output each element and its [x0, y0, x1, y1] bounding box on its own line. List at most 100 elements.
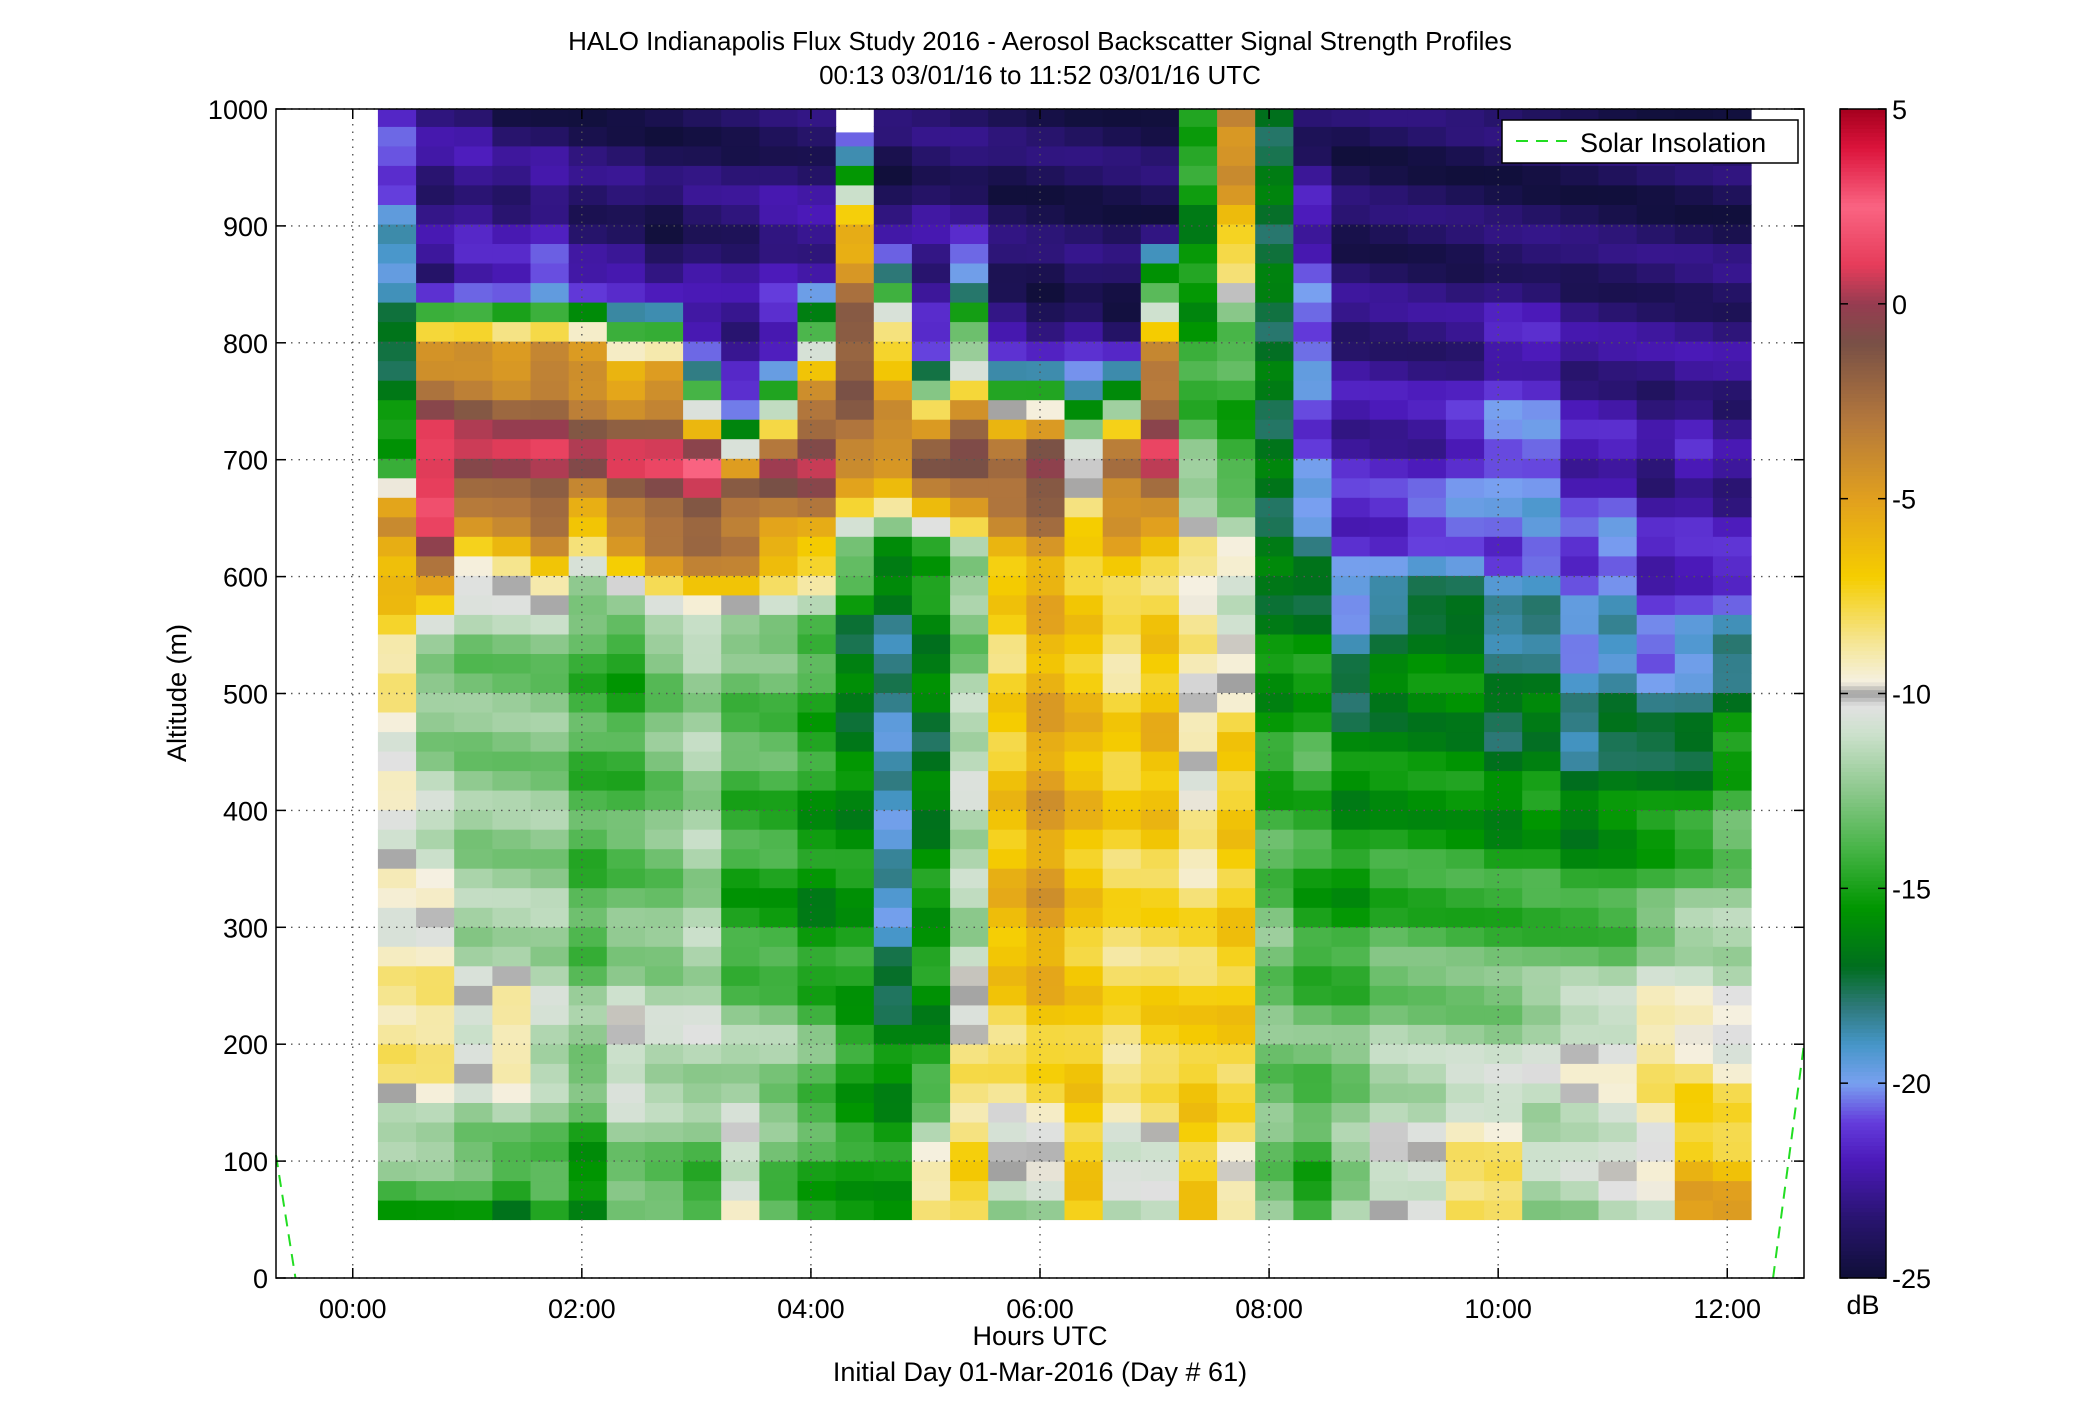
heatmap-cell	[1712, 790, 1752, 811]
heatmap-cell	[1712, 1141, 1752, 1162]
heatmap-cell	[797, 1121, 837, 1142]
heatmap-cell	[759, 946, 799, 967]
heatmap-cell	[721, 712, 760, 733]
heatmap-cell	[568, 633, 608, 654]
heatmap-cell	[1445, 516, 1485, 537]
heatmap-cell	[1102, 1121, 1142, 1142]
heatmap-cell	[911, 1004, 951, 1025]
heatmap-cell	[1369, 477, 1409, 498]
heatmap-cell	[1484, 868, 1523, 889]
heatmap-cell	[683, 1082, 722, 1103]
heatmap-cell	[911, 126, 951, 147]
heatmap-cell	[1407, 497, 1447, 518]
heatmap-cell	[1369, 712, 1409, 733]
heatmap-cell	[1636, 1102, 1676, 1123]
heatmap-cell	[911, 868, 951, 889]
heatmap-cell	[1217, 555, 1256, 576]
heatmap-cell	[1026, 399, 1066, 420]
heatmap-cell	[530, 633, 570, 654]
colorbar-segment	[1840, 424, 1886, 430]
heatmap-cell	[1712, 1121, 1752, 1142]
colorbar-segment	[1840, 849, 1886, 854]
colorbar-segment	[1840, 319, 1886, 324]
heatmap-cell	[1522, 731, 1561, 752]
heatmap-cell	[1293, 1102, 1333, 1123]
heatmap-cell	[377, 1004, 417, 1025]
heatmap-cell	[492, 751, 532, 772]
heatmap-cell	[1293, 341, 1333, 362]
heatmap-cell	[1102, 751, 1142, 772]
heatmap-cell	[606, 1004, 646, 1025]
heatmap-cell	[1140, 653, 1180, 674]
heatmap-cell	[377, 1200, 417, 1221]
heatmap-cell	[797, 204, 837, 225]
heatmap-cell	[911, 399, 951, 420]
colorbar-segment	[1840, 798, 1886, 804]
heatmap-cell	[988, 829, 1027, 850]
heatmap-cell	[950, 594, 989, 615]
heatmap-cell	[759, 653, 799, 674]
heatmap-cell	[1560, 965, 1600, 986]
heatmap-cell	[1331, 477, 1371, 498]
solar-insolation-line-left	[275, 1155, 297, 1279]
heatmap-cell	[1484, 516, 1523, 537]
heatmap-cell	[1293, 1082, 1333, 1103]
heatmap-cell	[492, 477, 532, 498]
heatmap-cell	[911, 109, 951, 127]
heatmap-cell	[1369, 1200, 1409, 1221]
heatmap-cell	[416, 848, 455, 869]
heatmap-cell	[1255, 1180, 1294, 1201]
heatmap-cell	[1102, 282, 1142, 303]
colorbar-segment	[1840, 806, 1886, 811]
heatmap-cell	[1217, 1024, 1256, 1045]
heatmap-cell	[721, 458, 760, 479]
heatmap-cell	[835, 321, 875, 342]
heatmap-cell	[873, 1043, 913, 1064]
heatmap-cell	[1026, 1180, 1066, 1201]
heatmap-cell	[835, 594, 875, 615]
heatmap-cell	[377, 575, 417, 596]
colorbar-segment	[1840, 1094, 1886, 1100]
colorbar-segment	[1840, 401, 1886, 406]
heatmap-cell	[835, 497, 875, 518]
heatmap-cell	[1598, 360, 1638, 381]
colorbar-segment	[1840, 272, 1886, 278]
heatmap-cell	[1102, 614, 1142, 635]
heatmap-cell	[721, 1180, 760, 1201]
heatmap-cell	[1674, 731, 1714, 752]
y-tick-label: 900	[223, 212, 268, 242]
heatmap-cell	[1026, 751, 1066, 772]
heatmap-cell	[1255, 380, 1294, 401]
colorbar-tick-label: -5	[1892, 485, 1916, 515]
heatmap-cell	[1407, 985, 1447, 1006]
heatmap-cell	[1293, 438, 1333, 459]
heatmap-cell	[1369, 848, 1409, 869]
heatmap-cell	[873, 555, 913, 576]
y-axis-label: Altitude (m)	[162, 624, 192, 762]
colorbar-segment	[1840, 977, 1886, 983]
colorbar-segment	[1840, 186, 1886, 192]
heatmap-cell	[1255, 341, 1294, 362]
heatmap-cell	[1026, 1102, 1066, 1123]
heatmap-cell	[950, 946, 989, 967]
heatmap-cell	[683, 282, 722, 303]
heatmap-cell	[1026, 575, 1066, 596]
heatmap-cell	[1484, 672, 1523, 693]
heatmap-cell	[644, 848, 684, 869]
heatmap-cell	[1560, 1141, 1600, 1162]
colorbar-segment	[1840, 268, 1886, 274]
heatmap-cell	[377, 887, 417, 908]
heatmap-cell	[759, 1121, 799, 1142]
colorbar-segment	[1840, 790, 1886, 796]
heatmap-cell	[1712, 751, 1752, 772]
heatmap-cell	[1636, 399, 1676, 420]
heatmap-cell	[1178, 536, 1218, 557]
heatmap-cell	[1369, 223, 1409, 244]
heatmap-cell	[454, 594, 493, 615]
heatmap-cell	[1255, 829, 1294, 850]
heatmap-cell	[1064, 575, 1104, 596]
heatmap-cell	[1102, 946, 1142, 967]
heatmap-cell	[606, 731, 646, 752]
heatmap-cell	[1331, 419, 1371, 440]
heatmap-cell	[911, 712, 951, 733]
